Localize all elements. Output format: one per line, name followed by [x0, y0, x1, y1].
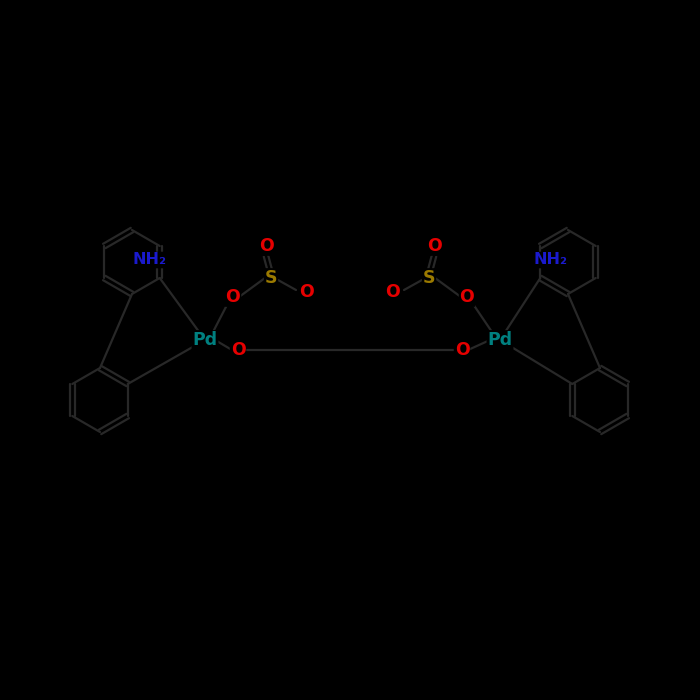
- Text: NH₂: NH₂: [133, 253, 167, 267]
- Text: O: O: [300, 283, 314, 301]
- Text: O: O: [426, 237, 442, 255]
- Text: Pd: Pd: [487, 331, 512, 349]
- Text: O: O: [230, 341, 246, 359]
- Text: O: O: [225, 288, 240, 306]
- Text: S: S: [423, 269, 435, 287]
- Text: S: S: [265, 269, 277, 287]
- Text: O: O: [460, 288, 475, 306]
- Text: Pd: Pd: [193, 331, 218, 349]
- Text: NH₂: NH₂: [533, 253, 567, 267]
- Text: O: O: [258, 237, 274, 255]
- Text: O: O: [454, 341, 470, 359]
- Text: O: O: [386, 283, 400, 301]
